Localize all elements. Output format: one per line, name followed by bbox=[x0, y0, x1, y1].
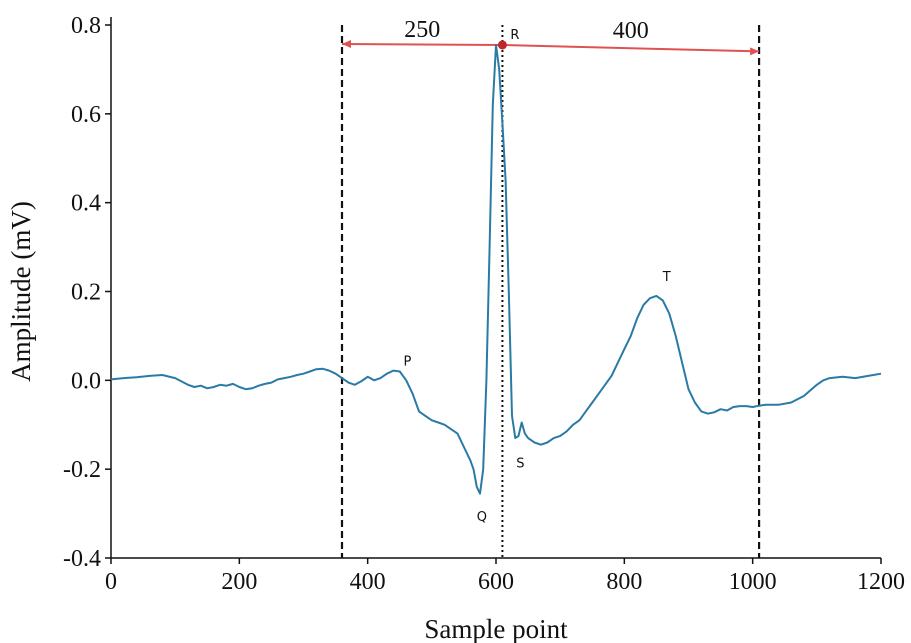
r-peak-marker bbox=[497, 40, 507, 50]
ecg-series-line bbox=[110, 44, 882, 495]
x-tick-label: 0 bbox=[105, 569, 117, 595]
x-ticks: 0 200 400 600 800 1000 1200 bbox=[105, 558, 905, 595]
x-tick-label: 600 bbox=[478, 569, 514, 595]
interval-arrow-line bbox=[341, 42, 503, 46]
y-axis-title: Amplitude (mV) bbox=[6, 201, 36, 382]
x-tick-label: 1200 bbox=[857, 569, 905, 595]
x-tick-label: 1000 bbox=[729, 569, 777, 595]
wave-label-s: S bbox=[516, 457, 524, 472]
interval-arrowhead bbox=[750, 47, 760, 56]
x-tick-label: 400 bbox=[350, 569, 386, 595]
y-tick-label: -0.2 bbox=[63, 457, 101, 483]
rr-interval-arrows: 250 400 bbox=[341, 17, 760, 56]
axes: 0 200 400 600 800 1000 1200 -0.4 -0.2 0.0 0.2 0.4 0… bbox=[63, 13, 905, 595]
x-axis-title: Sample point bbox=[424, 614, 568, 643]
y-tick-label: 0.6 bbox=[71, 102, 101, 128]
y-tick-label: 0.2 bbox=[71, 280, 101, 306]
y-tick-label: 0.4 bbox=[71, 191, 101, 217]
r-peak-label: R bbox=[510, 28, 519, 43]
y-ticks: -0.4 -0.2 0.0 0.2 0.4 0.6 0.8 bbox=[63, 13, 111, 572]
interval-arrowhead bbox=[342, 39, 351, 48]
wave-labels: P Q S T bbox=[404, 270, 671, 525]
interval-label: 400 bbox=[613, 18, 649, 44]
y-tick-label: -0.4 bbox=[63, 546, 101, 572]
interval-arrow-line bbox=[502, 43, 760, 53]
interval-label: 250 bbox=[404, 17, 440, 43]
x-tick-label: 800 bbox=[606, 569, 642, 595]
wave-label-q: Q bbox=[477, 510, 487, 525]
rr-boundary-lines bbox=[340, 25, 761, 558]
y-tick-label: 0.8 bbox=[71, 13, 101, 39]
x-tick-label: 200 bbox=[221, 569, 257, 595]
wave-label-p: P bbox=[404, 354, 412, 369]
wave-label-t: T bbox=[662, 270, 671, 285]
y-tick-label: 0.0 bbox=[71, 368, 101, 394]
